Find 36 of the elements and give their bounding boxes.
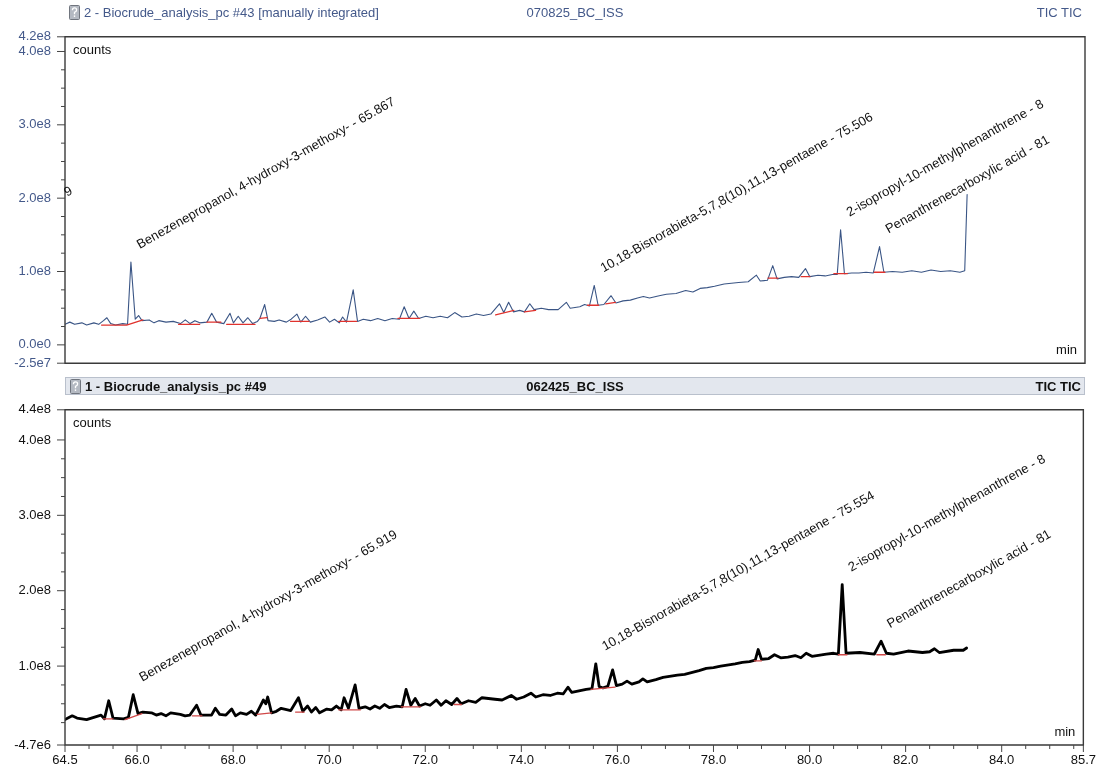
y-tick-label: 2.0e8 xyxy=(18,189,51,205)
text: TIC TIC xyxy=(1035,378,1081,396)
x-axis-title: min xyxy=(1056,342,1077,358)
x-tick-label: 64.5 xyxy=(52,752,78,768)
y-tick-label: 3.0e8 xyxy=(18,116,51,132)
x-tick-label: 74.0 xyxy=(508,752,534,768)
x-tick-label: 66.0 xyxy=(124,752,150,768)
y-axis-title: counts xyxy=(73,41,112,57)
y-tick-label: 4.0e8 xyxy=(18,431,51,447)
x-axis-title: min xyxy=(1054,724,1076,739)
x-tick-label: 82.0 xyxy=(892,752,919,768)
text: TIC TIC xyxy=(1036,4,1082,22)
chart-title: 1 - Biocrude_analysis_pc #49 xyxy=(85,378,267,396)
x-tick-label: 70.0 xyxy=(316,752,342,768)
x-tick-label: 72.0 xyxy=(412,752,438,768)
chart-subtitle: 062425_BC_ISS xyxy=(526,379,624,394)
y-tick-label: 1.0e8 xyxy=(18,263,51,279)
annotation: 9 xyxy=(61,182,75,200)
x-tick-label: 78.0 xyxy=(700,752,727,768)
chart-subtitle: 070825_BC_ISS xyxy=(526,5,624,20)
x-tick-label: 84.0 xyxy=(989,752,1015,768)
y-tick-label: 4.0e8 xyxy=(18,43,51,59)
y-tick-label: 1.0e8 xyxy=(18,657,51,673)
x-tick-label: 80.0 xyxy=(796,752,823,768)
y-tick-label: 0.0e0 xyxy=(18,336,51,352)
y-tick-label: 4.2e8 xyxy=(18,28,51,44)
y-tick-label: 2.0e8 xyxy=(18,582,51,598)
y-tick-label: -4.7e6 xyxy=(14,736,51,752)
chart-title: 2 - Biocrude_analysis_pc #43 [manually integrated] xyxy=(84,4,379,22)
y-tick-label: 3.0e8 xyxy=(18,506,51,522)
x-tick-label: 76.0 xyxy=(604,752,631,768)
y-tick-label: -2.5e7 xyxy=(14,354,51,370)
y-axis-title: counts xyxy=(73,414,112,430)
x-tick-label: 68.0 xyxy=(220,752,246,768)
x-tick-label: 85.7 xyxy=(1070,752,1097,768)
y-tick-label: 4.4e8 xyxy=(18,401,51,417)
